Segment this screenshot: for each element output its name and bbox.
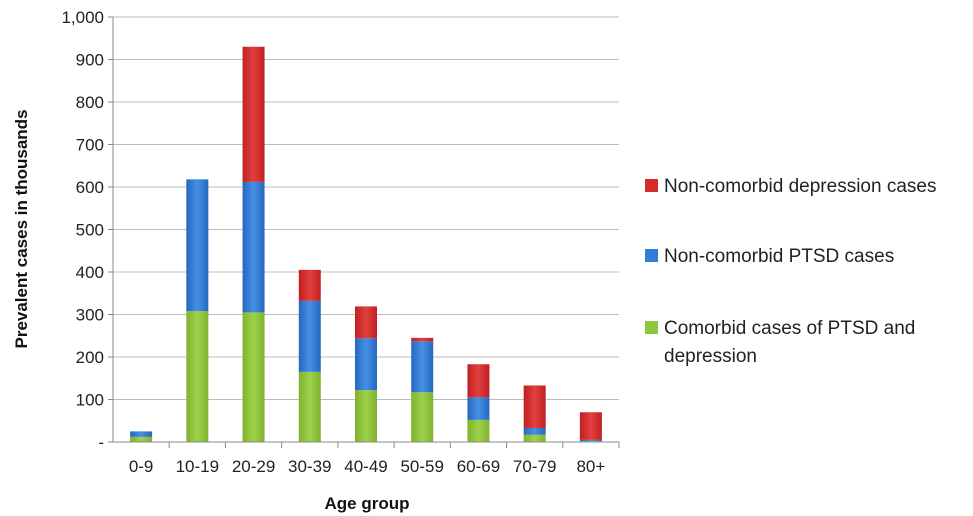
bar-0-9-series-0 [130,436,153,442]
bar-40-49-series-2 [355,306,377,339]
y-tick-label: 300 [76,306,104,325]
y-tick-label: 1,000 [61,8,104,27]
y-tick-label: - [98,433,104,452]
bar-30-39-series-0 [298,371,321,442]
bar-20-29-series-1 [242,181,265,313]
y-tick-label: 900 [76,51,104,70]
bar-20-29-series-2 [242,46,265,182]
bar-0-9-series-1 [130,431,153,437]
x-tick-label: 0-9 [129,457,154,476]
x-tick-label: 30-39 [288,457,331,476]
bar-50-59-series-0 [411,392,434,442]
bar-60-69-series-2 [467,364,490,398]
x-tick-label: 70-79 [513,457,556,476]
x-tick-label: 60-69 [457,457,500,476]
y-tick-label: 700 [76,136,104,155]
x-tick-labels: 0-9 10-19 20-29 30-39 40-49 50-59 60-69 70-79 80… [129,442,620,476]
bar-70-79-series-1 [523,427,546,435]
bar-40-49-series-0 [355,390,377,442]
bar-80+-series-2 [579,412,602,440]
legend-label: Non-comorbid depression cases [664,176,936,197]
legend-label: Non-comorbid PTSD cases [664,246,894,267]
y-axis-title: Prevalent cases in thousands [12,109,31,348]
bar-20-29-series-0 [242,312,265,442]
bar-50-59-series-2 [411,337,434,342]
y-tick-label: 100 [76,391,104,410]
bar-30-39-series-2 [298,269,321,301]
bar-30-39-series-1 [298,300,321,372]
y-tick-label: 800 [76,93,104,112]
y-tick-label: 200 [76,348,104,367]
bar-10-19-series-1 [186,179,209,312]
x-tick-label: 10-19 [176,457,219,476]
bar-10-19-series-0 [186,311,209,442]
x-tick-label: 40-49 [344,457,387,476]
bar-70-79-series-0 [523,434,546,442]
bar-60-69-series-0 [467,419,490,442]
y-tick-label: 400 [76,263,104,282]
x-tick-label: 50-59 [400,457,443,476]
bar-50-59-series-1 [411,341,434,393]
legend-swatch [645,321,658,334]
bars [130,46,602,442]
legend-label: Comorbid cases of PTSD and depression [664,318,915,367]
bar-70-79-series-2 [523,385,546,428]
bar-40-49-series-1 [355,338,377,391]
legend-swatch [645,179,658,192]
y-tick-label: 500 [76,221,104,240]
bar-60-69-series-1 [467,397,490,420]
x-axis-title: Age group [325,494,410,513]
bar-80+-series-1 [579,439,602,442]
y-tick-label: 600 [76,178,104,197]
legend: Non-comorbid depression cases Non-comorbi… [645,176,936,367]
y-tick-labels: - 100 200 300 400 500 600 700 800 900 1,000 [61,8,113,452]
x-tick-label: 80+ [576,457,605,476]
legend-swatch [645,249,658,262]
x-tick-label: 20-29 [232,457,275,476]
